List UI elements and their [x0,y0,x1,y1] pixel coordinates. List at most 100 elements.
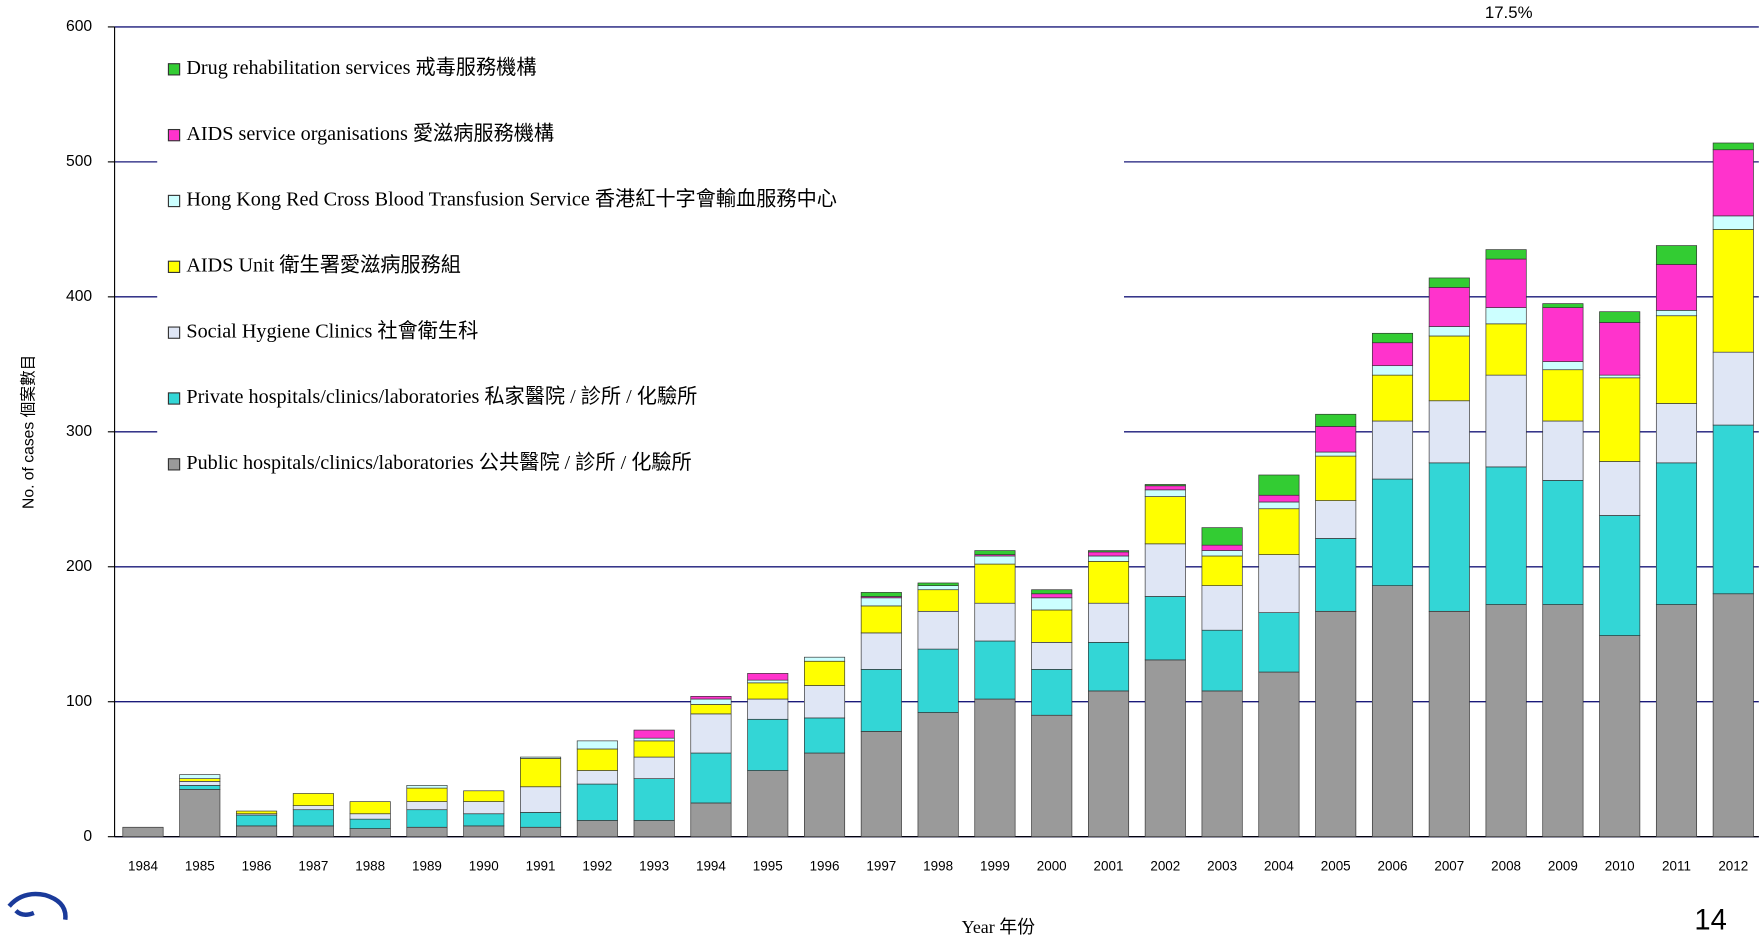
bar-segment [860,731,902,838]
bar-segment [1088,690,1130,838]
bar-segment [1371,342,1414,367]
bar-segment [1485,604,1527,838]
bar-segment [917,712,959,838]
bar-segment [747,673,789,681]
bar-segment [1315,451,1357,457]
bar-segment [1031,714,1073,838]
x-tick-label: 2010 [1605,859,1635,874]
bar-segment [349,801,391,815]
legend-label: Private hospitals/clinics/laboratories 私… [186,385,697,408]
x-tick-label: 1996 [810,859,840,874]
bar-segment [1088,551,1130,557]
bar-segment [463,813,505,827]
bar-segment [520,826,562,838]
x-tick-label: 1994 [696,859,726,874]
legend-label: Public hospitals/clinics/laboratories 公共… [186,451,691,474]
bar-segment [804,660,846,686]
bar-segment [1031,669,1073,716]
bar-segment [974,698,1016,838]
bar-segment [1258,474,1300,496]
bar-segment [804,752,846,838]
bar-segment [1428,277,1470,288]
bar-segment [860,597,902,607]
bar-segment [633,737,675,742]
legend-label: AIDS service organisations 愛滋病服務機構 [186,122,554,145]
bar-segment [406,787,448,802]
bar-segment [1315,500,1357,539]
y-tick-label: 300 [66,423,92,440]
bar-segment [1031,597,1073,611]
y-tick-label: 0 [83,828,92,845]
bar-segment [349,818,391,829]
x-tick-label: 1984 [128,859,158,874]
bar-segment [1428,335,1470,402]
legend-swatch [167,392,181,405]
bar-segment [917,589,959,612]
bar-segment [974,563,1016,604]
x-tick-label: 1992 [582,859,612,874]
bar-segment [804,656,846,662]
bar-segment [406,801,448,811]
bar-segment [292,805,334,811]
bar-segment [690,695,732,700]
bar-segment [1088,555,1130,562]
x-tick-label: 2006 [1378,859,1408,874]
bar-segment [1542,361,1584,371]
x-tick-label: 2007 [1434,859,1464,874]
bar-segment [1031,609,1073,643]
bar-segment [1485,374,1527,468]
bar-segment [1201,544,1243,551]
bar-segment [1599,461,1641,516]
bar-segment [292,793,334,806]
bar-segment [1542,303,1584,308]
bar-segment [576,740,618,750]
bar-segment [1088,602,1130,643]
bar-segment [122,826,164,838]
bar-segment [520,812,562,828]
x-tick-label: 1989 [412,859,442,874]
y-tick-label: 500 [66,153,92,170]
bar-segment [974,550,1016,555]
bar-segment [747,679,789,684]
x-tick-label: 2011 [1662,859,1691,874]
bar-segment [860,605,902,634]
bar-segment [1712,149,1754,217]
x-tick-label: 1998 [923,859,953,874]
bar-segment [1371,365,1414,376]
bar-segment [917,582,959,586]
bar-segment [1201,690,1243,838]
bar-segment [406,809,448,828]
bar-segment [1031,589,1073,595]
x-tick-label: 1986 [242,859,272,874]
bar-segment [860,592,902,597]
bar-segment [1599,377,1641,462]
bar-segment [747,718,789,771]
bar-segment [1201,550,1243,557]
bar-segment [1428,610,1470,838]
bar-segment [1599,322,1641,376]
bar-segment [633,729,675,739]
bar-segment [690,713,732,754]
y-tick-label: 600 [66,18,92,35]
bar-segment [1485,249,1527,260]
legend-label: Hong Kong Red Cross Blood Transfusion Se… [186,188,837,211]
bar-segment [179,785,221,790]
x-tick-label: 1995 [753,859,783,874]
bar-segment [1371,374,1414,422]
bar-segment [1542,420,1584,481]
y-tick-label: 200 [66,558,92,575]
bar-segment [1258,671,1300,838]
bar-segment [1315,413,1357,427]
bar-segment [463,801,505,815]
x-tick-label: 2002 [1150,859,1180,874]
bar-segment [1031,642,1073,670]
bar-segment [860,632,902,670]
bar-segment [520,756,562,759]
legend-swatch [167,458,181,471]
bar-segment [1542,369,1584,422]
legend-label: AIDS Unit 衛生署愛滋病服務組 [186,253,461,276]
bar-segment [690,752,732,804]
x-tick-label: 1988 [355,859,385,874]
bar-segment [236,814,278,827]
